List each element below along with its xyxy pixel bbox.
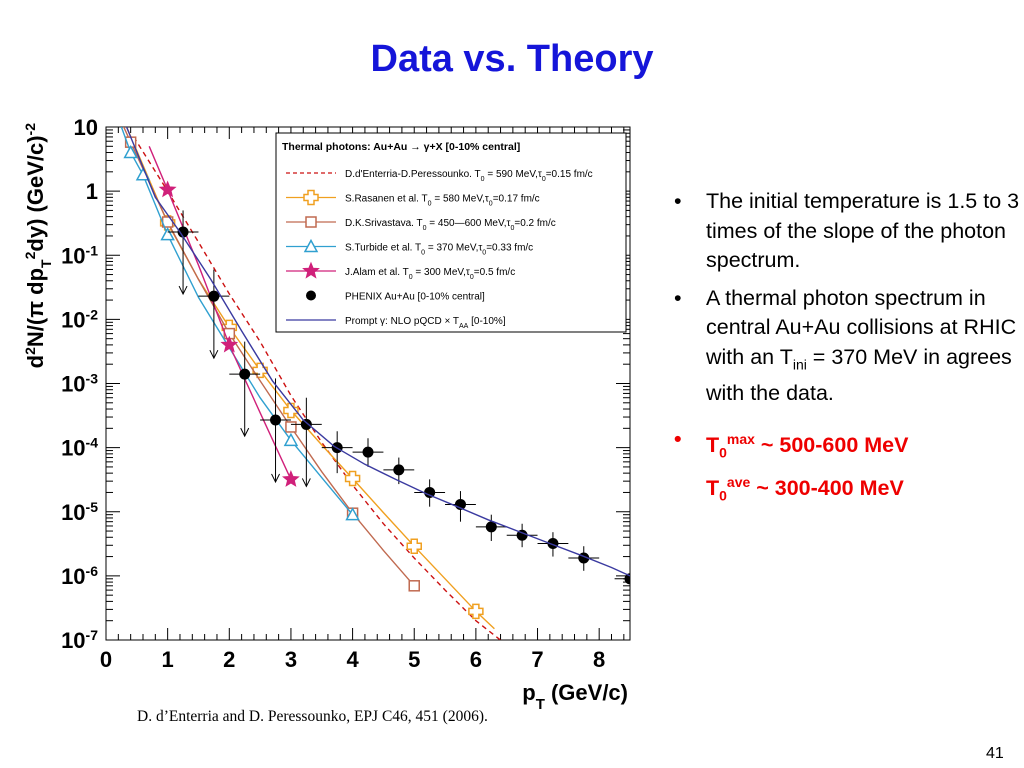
- arrow-head: [240, 427, 250, 438]
- star-marker: [220, 335, 239, 353]
- bullet-dot-icon: •: [674, 189, 682, 213]
- tave-value: ~ 300-400 MeV: [750, 475, 904, 500]
- bullet-text-post: = 370 MeV in agrees with the data.: [706, 344, 1012, 406]
- y-tick-label: 10-3: [61, 371, 98, 397]
- arrow-head: [271, 473, 280, 484]
- data-point: [177, 226, 189, 238]
- tave-line: T0ave ~ 300-400 MeV: [706, 468, 1020, 511]
- data-point: [393, 464, 405, 476]
- tmax-line: T0max ~ 500-600 MeV: [706, 425, 1020, 468]
- arrow-head: [209, 349, 219, 360]
- legend-label: S.Turbide et al. T0 = 370 MeV,τ0=0.33 fm…: [345, 243, 533, 257]
- triangle-marker: [123, 144, 138, 159]
- x-tick-label: 2: [223, 647, 235, 672]
- t-superscript: max: [726, 430, 755, 447]
- bullet-item: • The initial temperature is 1.5 to 3 ti…: [668, 187, 1020, 276]
- y-tick-label: 10: [74, 115, 98, 140]
- triangle-marker: [283, 432, 299, 447]
- legend-label: PHENIX Au+Au [0-10% central]: [345, 292, 485, 303]
- x-tick-label: 3: [285, 647, 297, 672]
- arrow-head: [301, 478, 311, 488]
- bullet-text-pre: A thermal photon spectrum in central Au+…: [706, 285, 1017, 369]
- star-marker: [282, 470, 300, 487]
- data-point: [208, 290, 220, 302]
- legend-data-point: [306, 290, 316, 301]
- x-tick-label: 7: [531, 647, 543, 672]
- x-tick-label: 5: [408, 647, 420, 672]
- y-axis-title: d2N/(π dpT2dy) (GeV/c)-2: [22, 123, 54, 369]
- square-marker: [408, 580, 420, 592]
- series-group: [133, 136, 502, 640]
- cross-marker: [252, 362, 268, 379]
- y-tick-label: 10-2: [61, 306, 98, 332]
- y-tick-label: 10-5: [61, 499, 98, 525]
- t-symbol: T: [706, 432, 720, 457]
- triangle-marker: [160, 227, 175, 241]
- square-marker: [285, 421, 297, 433]
- y-tick-label: 1: [86, 179, 98, 204]
- citation: D. d’Enterria and D. Peressounko, EPJ C4…: [137, 708, 488, 725]
- cross-marker: [344, 470, 361, 487]
- red-bullet-item: • T0max ~ 500-600 MeV T0ave ~ 300-400 Me…: [668, 425, 1020, 511]
- data-point: [300, 418, 312, 430]
- arrow-head: [178, 285, 188, 296]
- legend-label: J.Alam et al. T0 = 300 MeV,τ0=0.5 fm/c: [345, 267, 515, 281]
- x-tick-label: 6: [470, 647, 482, 672]
- legend-label: Prompt γ: NLO pQCD × TAA [0-10%]: [345, 316, 506, 330]
- x-tick-label: 8: [593, 647, 605, 672]
- x-axis-title: pT (GeV/c): [522, 680, 628, 713]
- plot-area: [120, 127, 630, 640]
- data-point: [270, 414, 282, 426]
- triangle-marker: [303, 238, 319, 253]
- bullet-subscript: ini: [792, 355, 807, 372]
- t-superscript: ave: [726, 473, 751, 490]
- legend-label: S.Rasanen et al. T0 = 580 MeV,τ0=0.17 fm…: [345, 194, 540, 208]
- y-tick-label: 10-7: [61, 627, 98, 653]
- y-tick-label: 10-4: [61, 435, 98, 461]
- data-point: [239, 368, 251, 380]
- cross-marker: [406, 538, 422, 554]
- star-marker: [302, 261, 320, 279]
- x-tick-label: 4: [346, 647, 359, 672]
- y-tick-label: 10-1: [61, 242, 98, 268]
- series-line: [122, 127, 415, 587]
- square-marker: [305, 216, 317, 228]
- bullet-text: The initial temperature is 1.5 to 3 time…: [706, 189, 1020, 272]
- legend-label: D.K.Srivastava. T0 = 450—600 MeV,τ0=0.2 …: [345, 218, 556, 232]
- t-symbol: T: [706, 475, 720, 500]
- tmax-value: ~ 500-600 MeV: [754, 432, 909, 457]
- x-tick-label: 1: [162, 647, 174, 672]
- bullet-dot-icon: •: [674, 426, 682, 451]
- data-point: [485, 521, 497, 533]
- data-point: [624, 573, 630, 585]
- data-point: [424, 486, 436, 498]
- legend-title: Thermal photons: Au+Au → γ+X [0-10% cent…: [282, 141, 520, 153]
- t-subscript: 0: [719, 444, 727, 461]
- triangle-marker: [345, 507, 360, 521]
- series-line: [125, 127, 630, 577]
- legend: Thermal photons: Au+Au → γ+X [0-10% cent…: [275, 132, 627, 333]
- data-point: [362, 446, 374, 458]
- cross-marker: [303, 189, 319, 206]
- cross-marker: [468, 603, 484, 620]
- bullet-dot-icon: •: [674, 285, 682, 310]
- bullet-list: • The initial temperature is 1.5 to 3 ti…: [668, 187, 1020, 519]
- bullet-item: • A thermal photon spectrum in central A…: [668, 284, 1020, 409]
- t-subscript: 0: [719, 487, 727, 504]
- data-point: [516, 529, 528, 541]
- series-line: [133, 136, 502, 640]
- series-group: [125, 127, 630, 577]
- x-tick-label: 0: [100, 647, 112, 672]
- y-tick-label: 10-6: [61, 563, 98, 589]
- legend-label: D.d'Enterria-D.Peressounko. T0 = 590 MeV…: [345, 169, 593, 183]
- star-marker: [158, 180, 177, 198]
- slide-title: Data vs. Theory: [370, 38, 654, 80]
- legend-box: [275, 132, 627, 333]
- page-number: 41: [986, 745, 1004, 762]
